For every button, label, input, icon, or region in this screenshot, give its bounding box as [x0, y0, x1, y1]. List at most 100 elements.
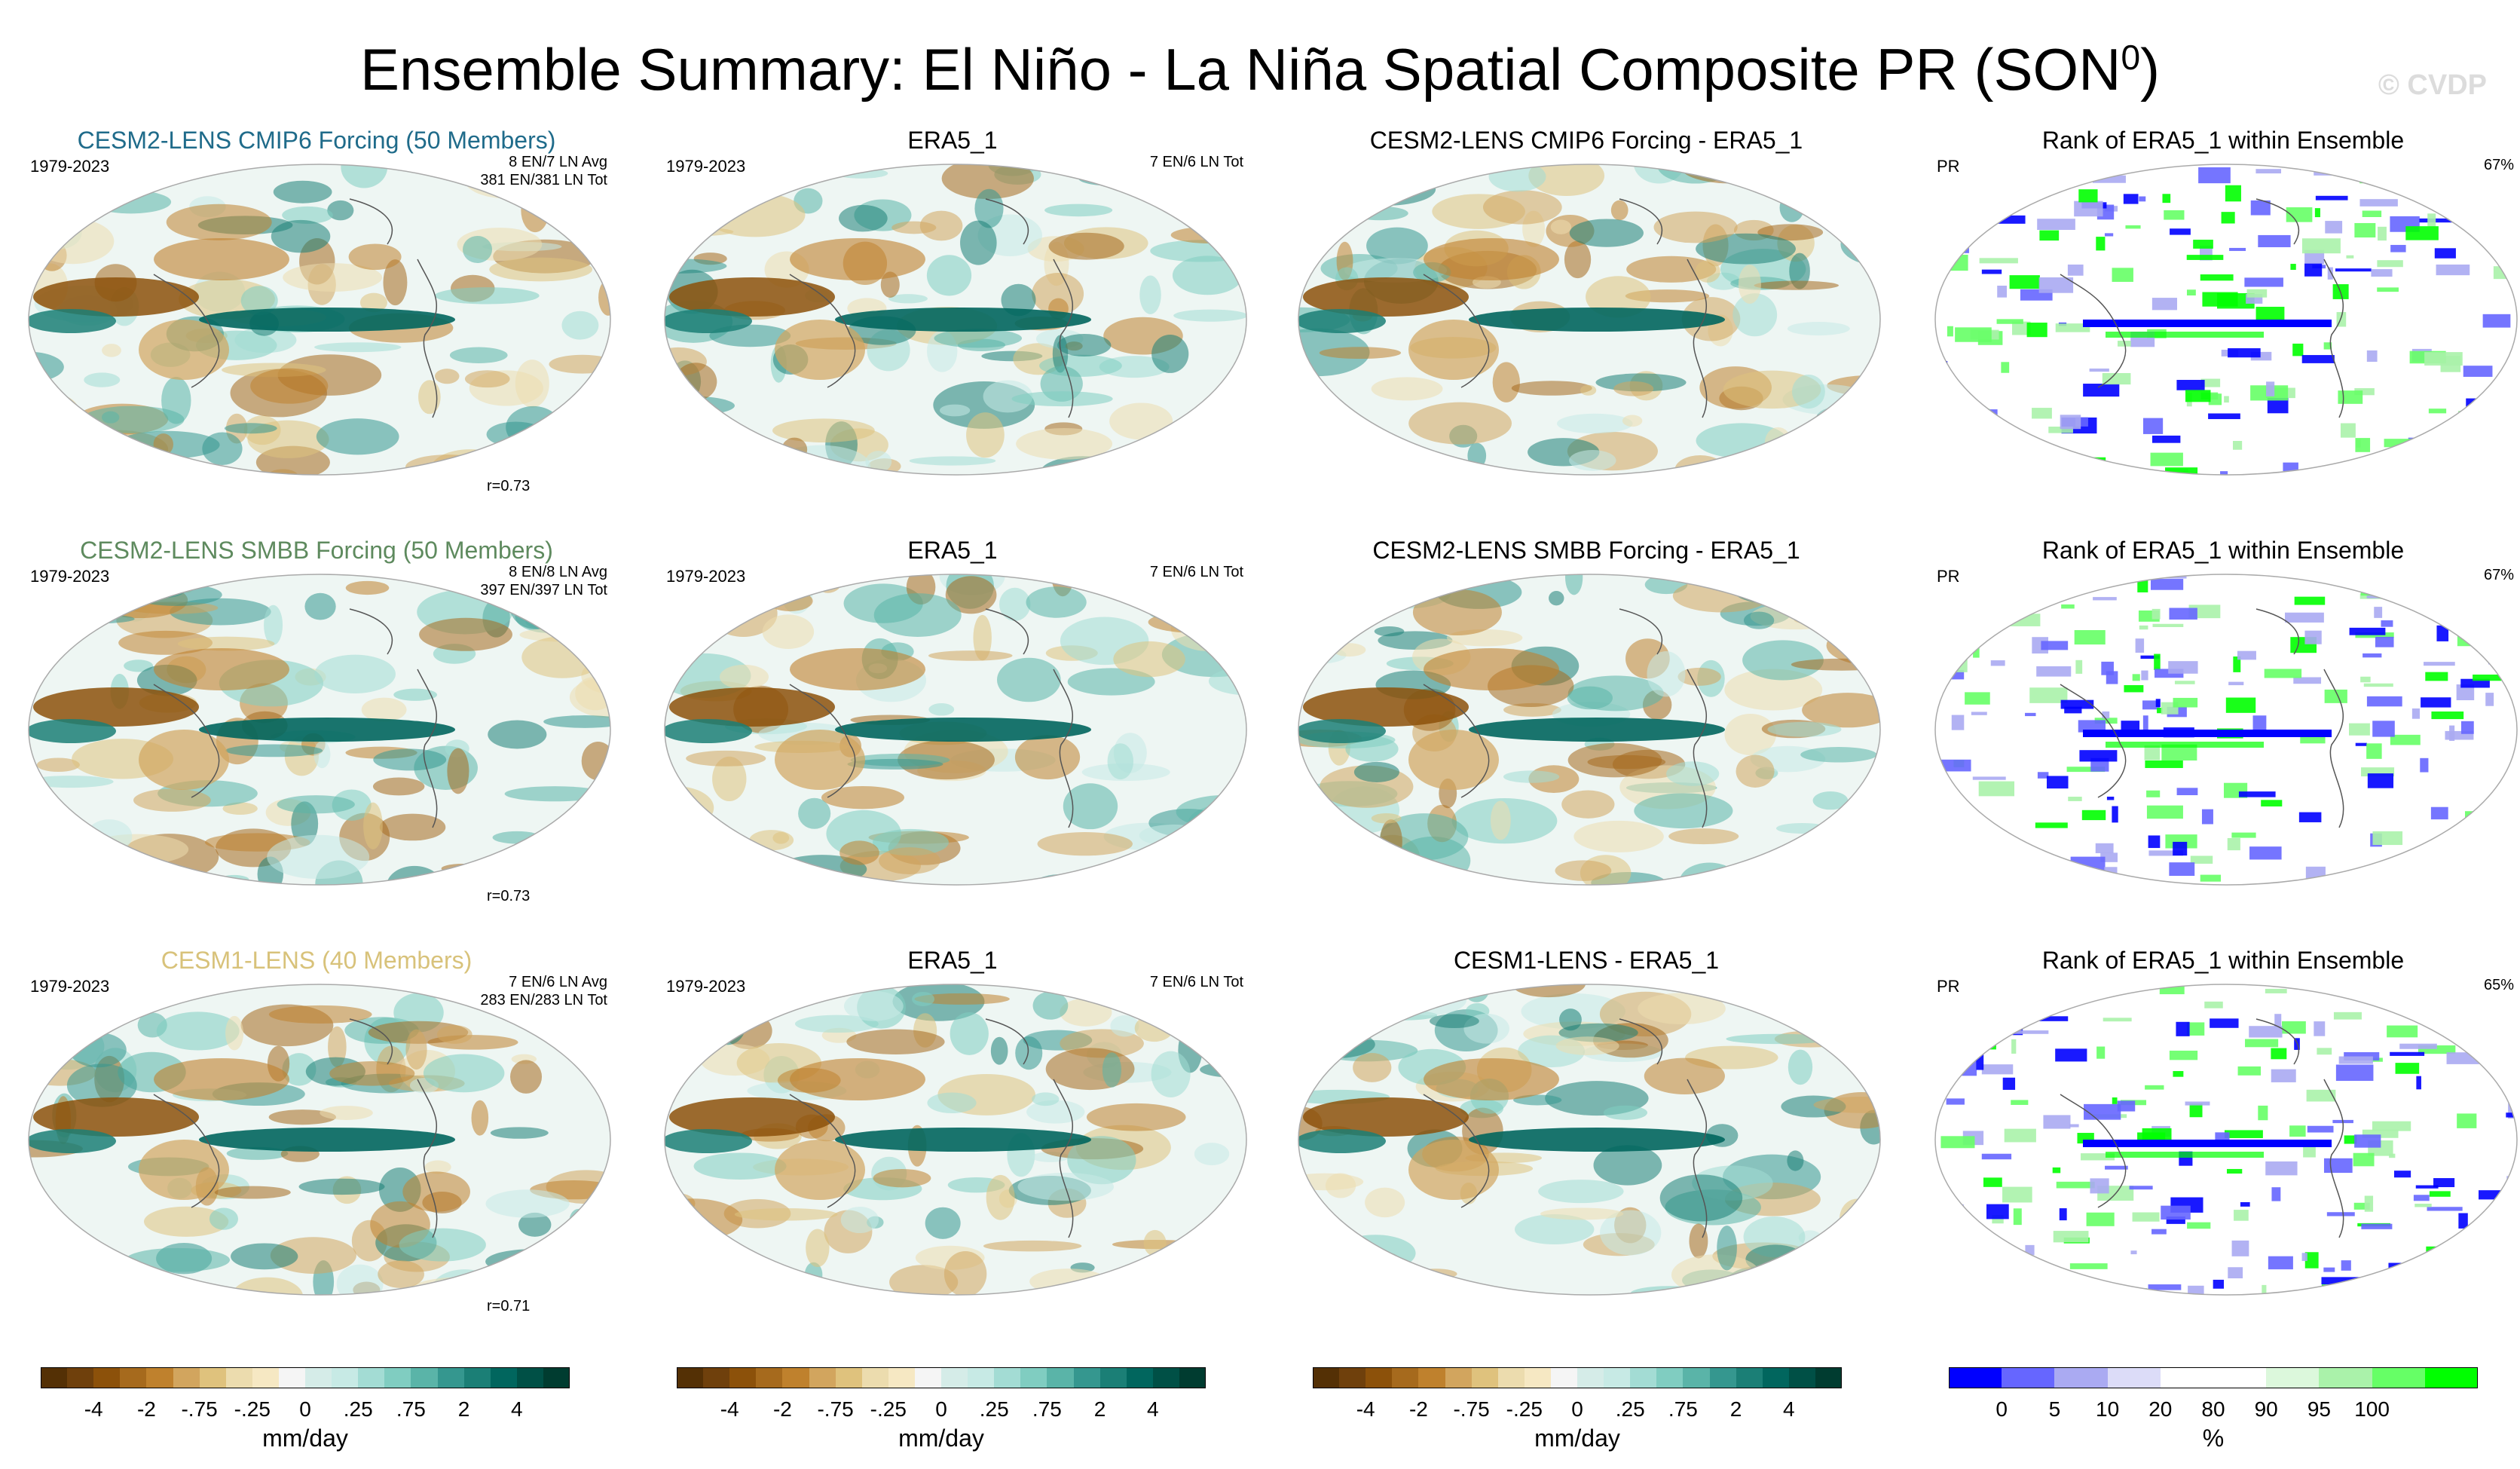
event-total: 7 EN/6 LN Tot	[1149, 974, 1243, 990]
colorbar-tick-label: 0	[1571, 1397, 1583, 1421]
pattern-correlation: r=0.71	[487, 1298, 531, 1314]
colorbar-tick-label: -4	[84, 1397, 103, 1421]
panel-title: ERA5_1	[907, 947, 998, 974]
colorbar-swatch	[358, 1367, 385, 1388]
colorbar-swatch	[543, 1367, 570, 1388]
precip-map	[664, 164, 1247, 476]
colorbar-swatch	[199, 1367, 227, 1388]
colorbar-tick-label: 0	[1996, 1397, 2008, 1421]
map-container	[662, 981, 1249, 1298]
map-container	[662, 161, 1249, 478]
colorbar-swatch	[1152, 1367, 1180, 1388]
colorbar-swatch	[1313, 1367, 1340, 1388]
colorbar-tick-label: -.75	[817, 1397, 854, 1421]
panel-ensemble-row2: CESM2-LENS SMBB Forcing (50 Members) 1979…	[15, 537, 618, 947]
colorbar-swatch	[1339, 1367, 1366, 1388]
event-total: 7 EN/6 LN Tot	[1149, 564, 1243, 580]
colorbar-tick-label: 10	[2096, 1397, 2120, 1421]
colorbar-swatch	[2160, 1367, 2214, 1388]
rank-percent: 65%	[2483, 977, 2514, 993]
colorbar-swatch	[41, 1367, 68, 1388]
panel-title: CESM2-LENS CMIP6 Forcing (50 Members)	[77, 127, 556, 154]
colorbar-swatch	[1418, 1367, 1445, 1388]
period-label: 1979-2023	[666, 977, 746, 996]
event-total: 7 EN/6 LN Tot	[1149, 154, 1243, 170]
panel-title: CESM1-LENS - ERA5_1	[1453, 947, 1720, 974]
colorbar-swatch	[1788, 1367, 1816, 1388]
colorbar-tick-label: -2	[136, 1397, 156, 1421]
panel-title: CESM2-LENS SMBB Forcing (50 Members)	[80, 537, 553, 564]
colorbar-tick-label: 4	[1783, 1397, 1795, 1421]
colorbar-swatch	[1604, 1367, 1631, 1388]
map-container	[1932, 161, 2520, 478]
colorbar-swatch	[67, 1367, 94, 1388]
precip-map	[28, 574, 611, 886]
event-average: 7 EN/6 LN Avg	[509, 974, 607, 990]
period-label: 1979-2023	[30, 157, 110, 176]
map-container	[1295, 161, 1883, 478]
colorbar-frame	[41, 1367, 570, 1388]
colorbar-swatch	[941, 1367, 968, 1388]
panel-title: Rank of ERA5_1 within Ensemble	[2041, 947, 2405, 974]
variable-label: PR	[1937, 977, 1960, 996]
colorbar-tick-label: 90	[2254, 1397, 2278, 1421]
panel-ensemble-row3: CESM1-LENS (40 Members) 1979-2023 7 EN/6 L…	[15, 947, 618, 1357]
precip-map	[1298, 984, 1881, 1296]
colorbar-tick-label: -4	[720, 1397, 739, 1421]
colorbar-tick-label: -.25	[234, 1397, 271, 1421]
panel-diff-row2: CESM2-LENS SMBB Forcing - ERA5_1	[1285, 537, 1888, 947]
precip-map	[28, 984, 611, 1296]
colorbar-unit: %	[2202, 1425, 2225, 1452]
panel-obs-row3: ERA5_1 1979-2023 7 EN/6 LN Tot	[651, 947, 1254, 1357]
colorbar-swatch	[437, 1367, 465, 1388]
colorbar-swatch	[1392, 1367, 1419, 1388]
colorbar-swatch	[1524, 1367, 1552, 1388]
colorbar-frame	[677, 1367, 1206, 1388]
map-container	[1295, 571, 1883, 888]
colorbar-swatch	[1099, 1367, 1127, 1388]
colorbar-swatch	[173, 1367, 200, 1388]
panel-ensemble-row1: CESM2-LENS CMIP6 Forcing (50 Members) 197…	[15, 127, 618, 537]
colorbar-tick-label: 2	[1093, 1397, 1106, 1421]
colorbar-swatch	[914, 1367, 942, 1388]
panel-rank-row3: Rank of ERA5_1 within Ensemble PR 65%	[1922, 947, 2520, 1357]
colorbar-tick-label: 2	[1729, 1397, 1742, 1421]
panel-obs-row2: ERA5_1 1979-2023 7 EN/6 LN Tot	[651, 537, 1254, 947]
colorbar-swatch	[1949, 1367, 2002, 1388]
colorbar-tick-label: .25	[343, 1397, 373, 1421]
colorbar-swatch	[2054, 1367, 2109, 1388]
colorbar-tick-label: -.25	[1506, 1397, 1543, 1421]
event-total: 397 EN/397 LN Tot	[480, 582, 607, 598]
panel-diff-row3: CESM1-LENS - ERA5_1	[1285, 947, 1888, 1357]
colorbar-unit: mm/day	[898, 1425, 984, 1452]
colorbar-tick-label: -2	[1408, 1397, 1428, 1421]
map-container	[662, 571, 1249, 888]
colorbar-swatch	[1445, 1367, 1473, 1388]
colorbar-swatch	[1630, 1367, 1657, 1388]
colorbar-tick-label: 4	[1147, 1397, 1159, 1421]
panel-title: CESM2-LENS SMBB Forcing - ERA5_1	[1372, 537, 1800, 564]
colorbar-swatch	[1577, 1367, 1604, 1388]
colorbar-swatch	[1762, 1367, 1790, 1388]
colorbar-swatch	[835, 1367, 863, 1388]
colorbar-swatch	[332, 1367, 359, 1388]
colorbar-swatch	[305, 1367, 332, 1388]
colorbar-tick-label: -4	[1356, 1397, 1375, 1421]
rank-percent: 67%	[2483, 157, 2514, 173]
colorbar-swatch	[1736, 1367, 1763, 1388]
colorbar-swatch	[1656, 1367, 1684, 1388]
colorbar-swatch	[1497, 1367, 1525, 1388]
colorbar-swatch	[703, 1367, 730, 1388]
event-average: 8 EN/7 LN Avg	[509, 154, 607, 170]
colorbar-swatch	[463, 1367, 491, 1388]
colorbar-swatch	[384, 1367, 411, 1388]
map-container	[26, 161, 613, 478]
map-container	[26, 571, 613, 888]
panel-title: Rank of ERA5_1 within Ensemble	[2041, 127, 2405, 154]
colorbar-swatch	[120, 1367, 147, 1388]
pattern-correlation: r=0.73	[487, 888, 531, 904]
panel-title: ERA5_1	[907, 127, 998, 154]
colorbar-tick-label: -2	[772, 1397, 792, 1421]
colorbar-tick-label: 80	[2201, 1397, 2225, 1421]
colorbar-swatch	[2372, 1367, 2426, 1388]
